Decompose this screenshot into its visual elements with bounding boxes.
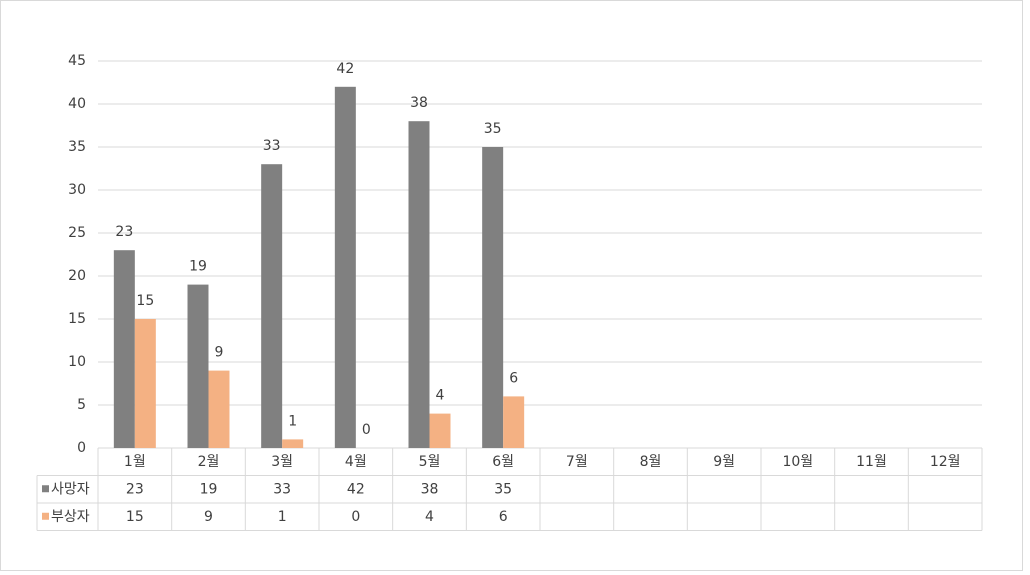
bar (113, 250, 135, 448)
x-tick-label: 2월 (198, 454, 220, 470)
legend-label: 사망자 (51, 481, 90, 497)
bar (187, 284, 209, 448)
bar (503, 396, 525, 448)
x-tick-label: 9월 (713, 454, 735, 470)
bar (208, 370, 230, 448)
data-label: 42 (336, 61, 354, 77)
y-tick-label: 0 (77, 440, 86, 456)
y-tick-label: 45 (68, 53, 86, 69)
data-label: 15 (136, 293, 154, 309)
table-value: 23 (126, 481, 144, 497)
bar (429, 413, 451, 448)
bar (408, 121, 430, 448)
table-value: 33 (273, 481, 291, 497)
data-label: 6 (509, 370, 518, 386)
data-label: 33 (263, 138, 281, 154)
table-value: 35 (494, 481, 512, 497)
table-value: 15 (126, 509, 144, 525)
y-tick-label: 20 (68, 268, 86, 284)
table-value: 38 (421, 481, 439, 497)
legend-swatch (42, 512, 49, 520)
y-tick-label: 25 (68, 225, 86, 241)
y-tick-label: 5 (77, 397, 86, 413)
table-value: 9 (204, 509, 213, 525)
legend-label: 부상자 (51, 509, 90, 525)
y-tick-label: 15 (68, 311, 86, 327)
data-label: 23 (115, 224, 133, 240)
x-tick-label: 6월 (492, 454, 514, 470)
bar (282, 439, 304, 448)
bar (334, 86, 356, 449)
y-tick-label: 30 (68, 182, 86, 198)
x-tick-label: 8월 (640, 454, 662, 470)
data-label: 19 (189, 259, 207, 275)
table-value: 42 (347, 481, 365, 497)
table-value: 1 (278, 509, 287, 525)
y-tick-label: 40 (68, 96, 86, 112)
y-tick-label: 10 (68, 354, 86, 370)
x-tick-label: 1월 (124, 454, 146, 470)
data-label: 4 (436, 388, 445, 404)
x-tick-label: 12월 (930, 454, 961, 470)
data-label: 0 (362, 422, 371, 438)
table-value: 4 (425, 509, 434, 525)
bar (261, 164, 283, 448)
table-value: 0 (351, 509, 360, 525)
legend-swatch (42, 485, 49, 493)
x-tick-label: 10월 (782, 454, 813, 470)
data-label: 35 (484, 121, 502, 137)
x-tick-label: 11월 (856, 454, 887, 470)
bar (482, 147, 504, 448)
data-label: 1 (288, 413, 297, 429)
bar (134, 319, 156, 448)
data-label: 38 (410, 95, 428, 111)
y-tick-label: 35 (68, 139, 86, 155)
x-tick-label: 7월 (566, 454, 588, 470)
data-label: 9 (215, 345, 224, 361)
x-tick-label: 4월 (345, 454, 367, 470)
table-value: 19 (200, 481, 218, 497)
x-tick-label: 5월 (419, 454, 441, 470)
table-value: 6 (499, 509, 508, 525)
x-tick-label: 3월 (271, 454, 293, 470)
